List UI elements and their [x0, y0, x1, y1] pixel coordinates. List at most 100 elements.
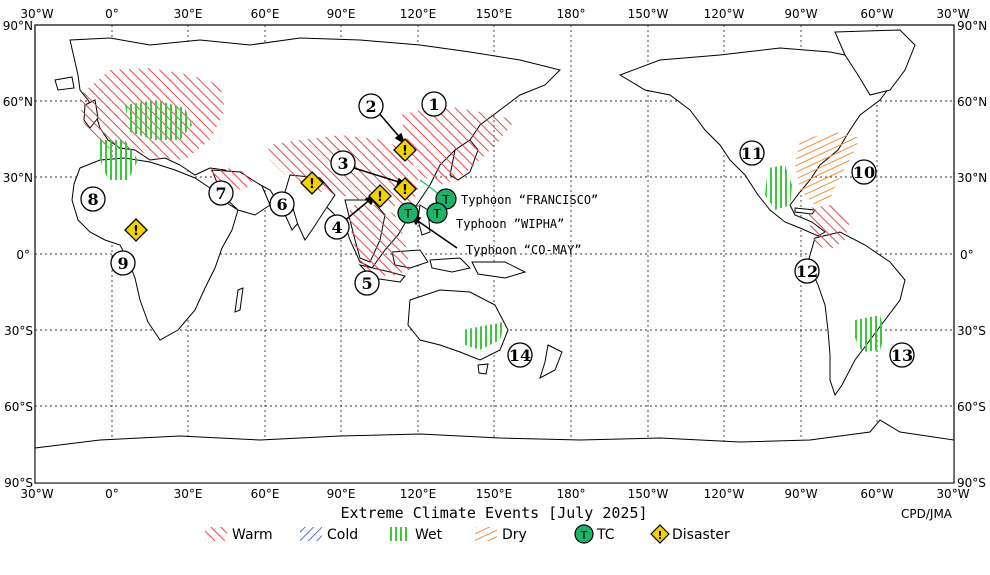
event-marker-2: 2 [358, 93, 384, 119]
dry-region-eastern-us [795, 132, 860, 205]
svg-text:150°W: 150°W [628, 487, 669, 501]
svg-text:30°N: 30°N [3, 171, 33, 185]
typhoon-label-francisco: Typhoon “FRANCISCO” [461, 193, 598, 207]
svg-text:30°W: 30°W [936, 7, 969, 21]
disaster-marker: ! [393, 138, 417, 162]
wet-regions [100, 100, 885, 352]
greenland-landmass [834, 29, 916, 96]
event-marker-12: 12 [794, 258, 820, 284]
svg-text:1: 1 [428, 95, 439, 114]
svg-text:5: 5 [361, 274, 372, 293]
wet-region-mexico [765, 165, 792, 210]
svg-text:Dry: Dry [502, 527, 527, 543]
svg-text:60°W: 60°W [860, 487, 893, 501]
svg-text:30°S: 30°S [4, 324, 33, 338]
svg-text:120°W: 120°W [704, 7, 745, 21]
svg-text:90°N: 90°N [3, 19, 33, 33]
svg-text:120°E: 120°E [400, 7, 437, 21]
svg-text:2: 2 [365, 97, 376, 116]
event-marker-14: 14 [507, 342, 533, 368]
svg-text:7: 7 [215, 184, 226, 203]
svg-text:90°W: 90°W [784, 487, 817, 501]
africa-landmass [71, 157, 239, 341]
svg-text:120°E: 120°E [400, 487, 437, 501]
svg-text:30°W: 30°W [936, 487, 969, 501]
wet-region-east-europe [125, 100, 192, 140]
svg-text:6: 6 [276, 195, 287, 214]
svg-text:13: 13 [891, 346, 913, 365]
event-marker-8: 8 [80, 186, 106, 212]
svg-text:14: 14 [509, 346, 531, 365]
event-marker-6: 6 [269, 191, 295, 217]
typhoon-markers: T T T Typhoon “FRANCISCO” Typhoon ”WIPHA… [397, 179, 598, 257]
svg-text:30°E: 30°E [174, 487, 203, 501]
south-america-landmass [807, 231, 906, 397]
svg-text:150°E: 150°E [476, 487, 513, 501]
svg-text:150°W: 150°W [628, 7, 669, 21]
disaster-marker: ! [124, 218, 148, 242]
svg-text:!: ! [402, 144, 408, 159]
legend-item-warm: Warm [205, 527, 273, 543]
dry-regions [795, 132, 860, 205]
event-marker-1: 1 [421, 91, 447, 117]
event-number-markers: 1 2 3 4 5 6 7 8 9 10 11 12 13 14 [80, 91, 915, 368]
svg-text:0°: 0° [105, 7, 119, 21]
svg-text:90°E: 90°E [327, 7, 356, 21]
svg-text:!: ! [402, 183, 408, 198]
warm-region-siberia-china [400, 105, 515, 185]
svg-text:90°S: 90°S [957, 476, 986, 490]
warm-region-central-america [808, 205, 850, 250]
svg-text:Cold: Cold [327, 527, 358, 543]
bottom-longitude-labels: 30°W 0° 30°E 60°E 90°E 120°E 150°E 180° … [20, 487, 969, 501]
map-title: Extreme Climate Events [July 2025] [340, 504, 647, 522]
svg-text:3: 3 [337, 154, 348, 173]
event-marker-11: 11 [739, 140, 765, 166]
svg-text:!: ! [377, 190, 383, 205]
svg-text:60°N: 60°N [957, 95, 987, 109]
event-marker-9: 9 [110, 250, 136, 276]
disaster-markers: ! ! ! ! ! [124, 138, 417, 242]
svg-text:0°: 0° [105, 487, 119, 501]
warm-region-middle-east [210, 168, 255, 190]
svg-text:150°E: 150°E [476, 7, 513, 21]
right-latitude-labels: 90°N 60°N 30°N 0° 30°S 60°S 90°S [957, 19, 987, 490]
legend-item-disaster: ! Disaster [650, 524, 730, 544]
svg-text:TC: TC [596, 527, 615, 543]
svg-text:60°E: 60°E [251, 7, 280, 21]
event-marker-4: 4 [324, 214, 350, 240]
svg-text:30°E: 30°E [174, 7, 203, 21]
svg-text:30°N: 30°N [957, 171, 987, 185]
svg-text:9: 9 [117, 254, 128, 273]
legend-item-tc: T TC [574, 524, 615, 544]
disaster-marker: ! [393, 177, 417, 201]
svg-text:90°E: 90°E [327, 487, 356, 501]
svg-text:60°S: 60°S [957, 400, 986, 414]
svg-text:T: T [441, 193, 450, 207]
svg-text:10: 10 [853, 163, 875, 182]
svg-text:60°E: 60°E [251, 487, 280, 501]
map-credit: CPD/JMA [901, 507, 953, 521]
top-longitude-labels: 30°W 0° 30°E 60°E 90°E 120°E 150°E 180° … [20, 7, 969, 21]
svg-text:30°W: 30°W [20, 7, 53, 21]
disaster-marker: ! [368, 184, 392, 208]
event-marker-7: 7 [208, 180, 234, 206]
disaster-marker: ! [300, 171, 324, 195]
svg-text:60°W: 60°W [860, 7, 893, 21]
wet-region-east-australia [462, 322, 505, 350]
svg-text:!: ! [657, 529, 662, 542]
svg-text:30°W: 30°W [20, 487, 53, 501]
antarctica-landmass [34, 419, 955, 484]
event-marker-5: 5 [354, 270, 380, 296]
svg-text:Warm: Warm [232, 527, 273, 543]
svg-text:30°S: 30°S [957, 324, 986, 338]
wet-region-north-africa-west [100, 140, 138, 180]
svg-text:11: 11 [741, 144, 763, 163]
svg-text:60°N: 60°N [3, 95, 33, 109]
svg-text:90°W: 90°W [784, 7, 817, 21]
svg-text:Disaster: Disaster [672, 527, 730, 543]
svg-text:0°: 0° [16, 248, 30, 262]
svg-text:8: 8 [87, 190, 98, 209]
svg-text:!: ! [133, 224, 139, 239]
legend-item-wet: Wet [388, 527, 443, 543]
